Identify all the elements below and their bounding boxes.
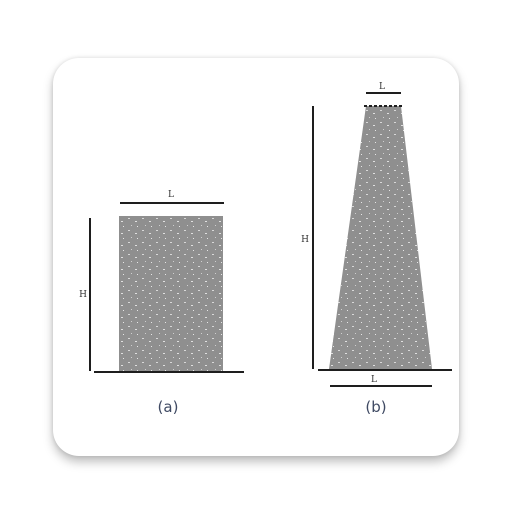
rectangle-pile-shape: [119, 216, 223, 371]
trapezoid-pile-shape: [329, 106, 432, 369]
bottom-width-label-b: L: [371, 375, 377, 385]
panel-b: [312, 92, 452, 387]
caption-b: (b): [365, 398, 387, 416]
caption-a: (a): [157, 398, 179, 416]
top-width-label-a: L: [168, 190, 174, 200]
panel-a: [89, 202, 244, 373]
height-label-a: H: [79, 290, 87, 300]
height-label-b: H: [301, 235, 309, 245]
top-width-label-b: L: [379, 82, 385, 92]
